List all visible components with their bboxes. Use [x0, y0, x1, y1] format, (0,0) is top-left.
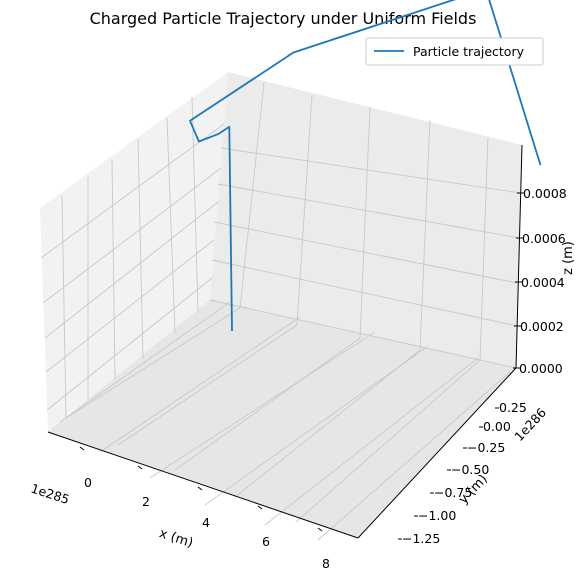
x-tick-label: 6 [262, 534, 270, 549]
z-tick-label: 0.0008 [523, 186, 567, 201]
y-tick-label: −0.75 [434, 485, 472, 500]
z-tick-label: 0.0002 [520, 319, 564, 334]
x-tick-mark [197, 486, 203, 491]
x-tick-label: 4 [202, 515, 210, 530]
y-tick-label: 0.25 [499, 400, 527, 415]
z-axis-line [515, 144, 523, 369]
grid-lines [40, 81, 521, 541]
z-tick-label: 0.0006 [522, 231, 566, 246]
x-tick-mark [137, 465, 143, 470]
y-ticks: 0.25 0.00 −0.25 −0.50 −0.75 −1.00 −1.25 [398, 400, 527, 546]
x-tick-mark [317, 527, 323, 532]
axis-lines [47, 144, 523, 539]
legend-label: Particle trajectory [413, 44, 525, 59]
back-right-pane [210, 72, 522, 368]
x-axis-label: x (m) [157, 526, 195, 551]
y-tick-label: −0.50 [451, 462, 489, 477]
z-tick-label: 0.0004 [521, 275, 565, 290]
z-ticks: 0.0000 0.0002 0.0004 0.0006 0.0008 [513, 186, 567, 376]
x-tick-label: 8 [322, 556, 330, 571]
z-tick-label: 0.0000 [519, 361, 563, 376]
trajectory-line [189, 0, 542, 332]
x-tick-mark [79, 446, 85, 451]
x-tick-label: 0 [84, 475, 92, 490]
x-tick-mark [257, 505, 263, 510]
y-tick-label: −1.25 [402, 531, 440, 546]
x-tick-label: 2 [142, 494, 150, 509]
legend: Particle trajectory [365, 37, 544, 66]
y-tick-label: −1.00 [418, 508, 456, 523]
x-axis-line [47, 431, 359, 539]
x-offset-label: 1e285 [29, 481, 71, 507]
y-tick-label: 0.00 [483, 419, 511, 434]
y-tick-label: −0.25 [467, 440, 505, 455]
z-axis-label: z (m) [561, 241, 576, 275]
legend-box [365, 37, 544, 66]
x-ticks: 0 2 4 6 8 [79, 446, 330, 571]
back-left-pane [40, 72, 228, 432]
floor-pane [48, 300, 516, 538]
y-axis-line [357, 367, 517, 539]
